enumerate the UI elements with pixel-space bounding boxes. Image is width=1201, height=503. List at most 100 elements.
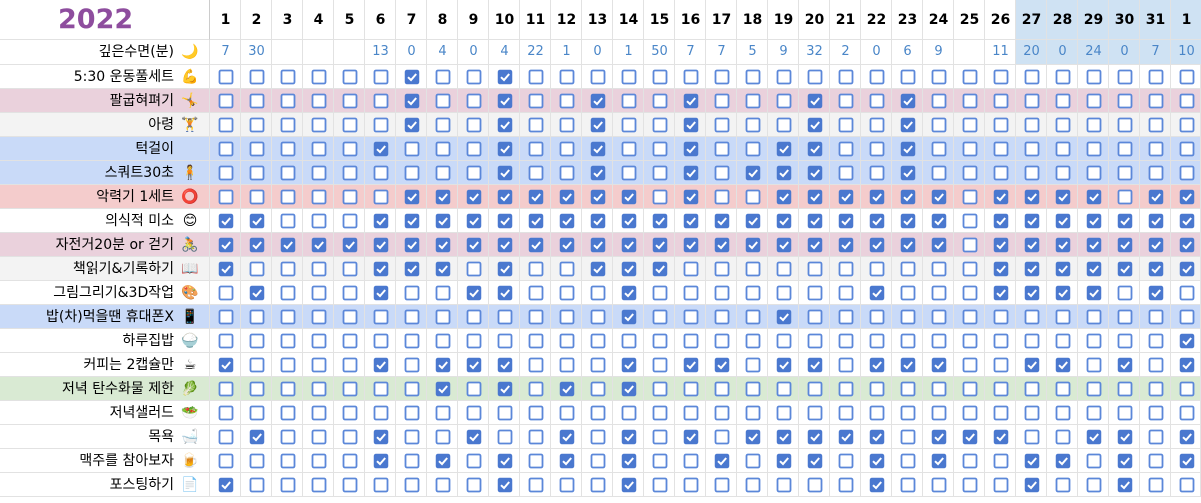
checkbox[interactable] — [838, 141, 854, 157]
checkbox[interactable] — [776, 189, 792, 205]
checkbox[interactable] — [528, 477, 544, 493]
checkbox[interactable] — [931, 261, 947, 277]
checkbox[interactable] — [497, 477, 513, 493]
checkbox[interactable] — [900, 117, 916, 133]
checkbox[interactable] — [1086, 189, 1102, 205]
checkbox[interactable] — [373, 165, 389, 181]
checkbox[interactable] — [621, 261, 637, 277]
checkbox[interactable] — [1148, 165, 1164, 181]
checkbox[interactable] — [869, 477, 885, 493]
checkbox[interactable] — [590, 285, 606, 301]
checkbox[interactable] — [1148, 237, 1164, 253]
checkbox[interactable] — [280, 69, 296, 85]
checkbox[interactable] — [373, 285, 389, 301]
checkbox[interactable] — [962, 261, 978, 277]
checkbox[interactable] — [1086, 477, 1102, 493]
checkbox[interactable] — [776, 117, 792, 133]
checkbox[interactable] — [838, 429, 854, 445]
checkbox[interactable] — [590, 405, 606, 421]
checkbox[interactable] — [962, 429, 978, 445]
checkbox[interactable] — [652, 285, 668, 301]
checkbox[interactable] — [807, 261, 823, 277]
checkbox[interactable] — [1179, 405, 1195, 421]
checkbox[interactable] — [807, 357, 823, 373]
checkbox[interactable] — [404, 261, 420, 277]
checkbox[interactable] — [1055, 333, 1071, 349]
checkbox[interactable] — [404, 333, 420, 349]
checkbox[interactable] — [342, 117, 358, 133]
checkbox[interactable] — [838, 69, 854, 85]
checkbox[interactable] — [1055, 429, 1071, 445]
checkbox[interactable] — [1086, 69, 1102, 85]
checkbox[interactable] — [218, 93, 234, 109]
checkbox[interactable] — [497, 333, 513, 349]
checkbox[interactable] — [993, 213, 1009, 229]
checkbox[interactable] — [962, 453, 978, 469]
checkbox[interactable] — [249, 453, 265, 469]
checkbox[interactable] — [1148, 381, 1164, 397]
checkbox[interactable] — [373, 357, 389, 373]
checkbox[interactable] — [900, 93, 916, 109]
checkbox[interactable] — [683, 261, 699, 277]
checkbox[interactable] — [590, 69, 606, 85]
checkbox[interactable] — [249, 69, 265, 85]
checkbox[interactable] — [776, 357, 792, 373]
checkbox[interactable] — [776, 453, 792, 469]
checkbox[interactable] — [807, 117, 823, 133]
checkbox[interactable] — [1024, 69, 1040, 85]
checkbox[interactable] — [869, 165, 885, 181]
checkbox[interactable] — [404, 165, 420, 181]
checkbox[interactable] — [1148, 333, 1164, 349]
checkbox[interactable] — [931, 93, 947, 109]
checkbox[interactable] — [1086, 261, 1102, 277]
checkbox[interactable] — [993, 117, 1009, 133]
checkbox[interactable] — [311, 93, 327, 109]
checkbox[interactable] — [807, 285, 823, 301]
checkbox[interactable] — [652, 357, 668, 373]
checkbox[interactable] — [807, 237, 823, 253]
checkbox[interactable] — [559, 93, 575, 109]
checkbox[interactable] — [311, 309, 327, 325]
checkbox[interactable] — [1117, 405, 1133, 421]
checkbox[interactable] — [466, 213, 482, 229]
checkbox[interactable] — [807, 213, 823, 229]
checkbox[interactable] — [1024, 141, 1040, 157]
checkbox[interactable] — [1024, 285, 1040, 301]
checkbox[interactable] — [1117, 309, 1133, 325]
checkbox[interactable] — [869, 453, 885, 469]
checkbox[interactable] — [590, 381, 606, 397]
checkbox[interactable] — [280, 189, 296, 205]
checkbox[interactable] — [621, 165, 637, 181]
checkbox[interactable] — [652, 333, 668, 349]
checkbox[interactable] — [435, 357, 451, 373]
checkbox[interactable] — [1024, 165, 1040, 181]
checkbox[interactable] — [869, 357, 885, 373]
checkbox[interactable] — [621, 309, 637, 325]
checkbox[interactable] — [311, 69, 327, 85]
checkbox[interactable] — [497, 309, 513, 325]
checkbox[interactable] — [838, 309, 854, 325]
checkbox[interactable] — [528, 141, 544, 157]
checkbox[interactable] — [497, 165, 513, 181]
checkbox[interactable] — [466, 237, 482, 253]
checkbox[interactable] — [745, 381, 761, 397]
checkbox[interactable] — [745, 477, 761, 493]
checkbox[interactable] — [621, 117, 637, 133]
checkbox[interactable] — [1117, 357, 1133, 373]
checkbox[interactable] — [931, 477, 947, 493]
checkbox[interactable] — [404, 405, 420, 421]
checkbox[interactable] — [931, 117, 947, 133]
checkbox[interactable] — [342, 333, 358, 349]
checkbox[interactable] — [745, 357, 761, 373]
checkbox[interactable] — [993, 309, 1009, 325]
checkbox[interactable] — [590, 189, 606, 205]
checkbox[interactable] — [249, 381, 265, 397]
checkbox[interactable] — [1086, 117, 1102, 133]
checkbox[interactable] — [807, 141, 823, 157]
checkbox[interactable] — [311, 237, 327, 253]
checkbox[interactable] — [962, 381, 978, 397]
checkbox[interactable] — [714, 141, 730, 157]
checkbox[interactable] — [745, 285, 761, 301]
checkbox[interactable] — [497, 213, 513, 229]
checkbox[interactable] — [311, 261, 327, 277]
